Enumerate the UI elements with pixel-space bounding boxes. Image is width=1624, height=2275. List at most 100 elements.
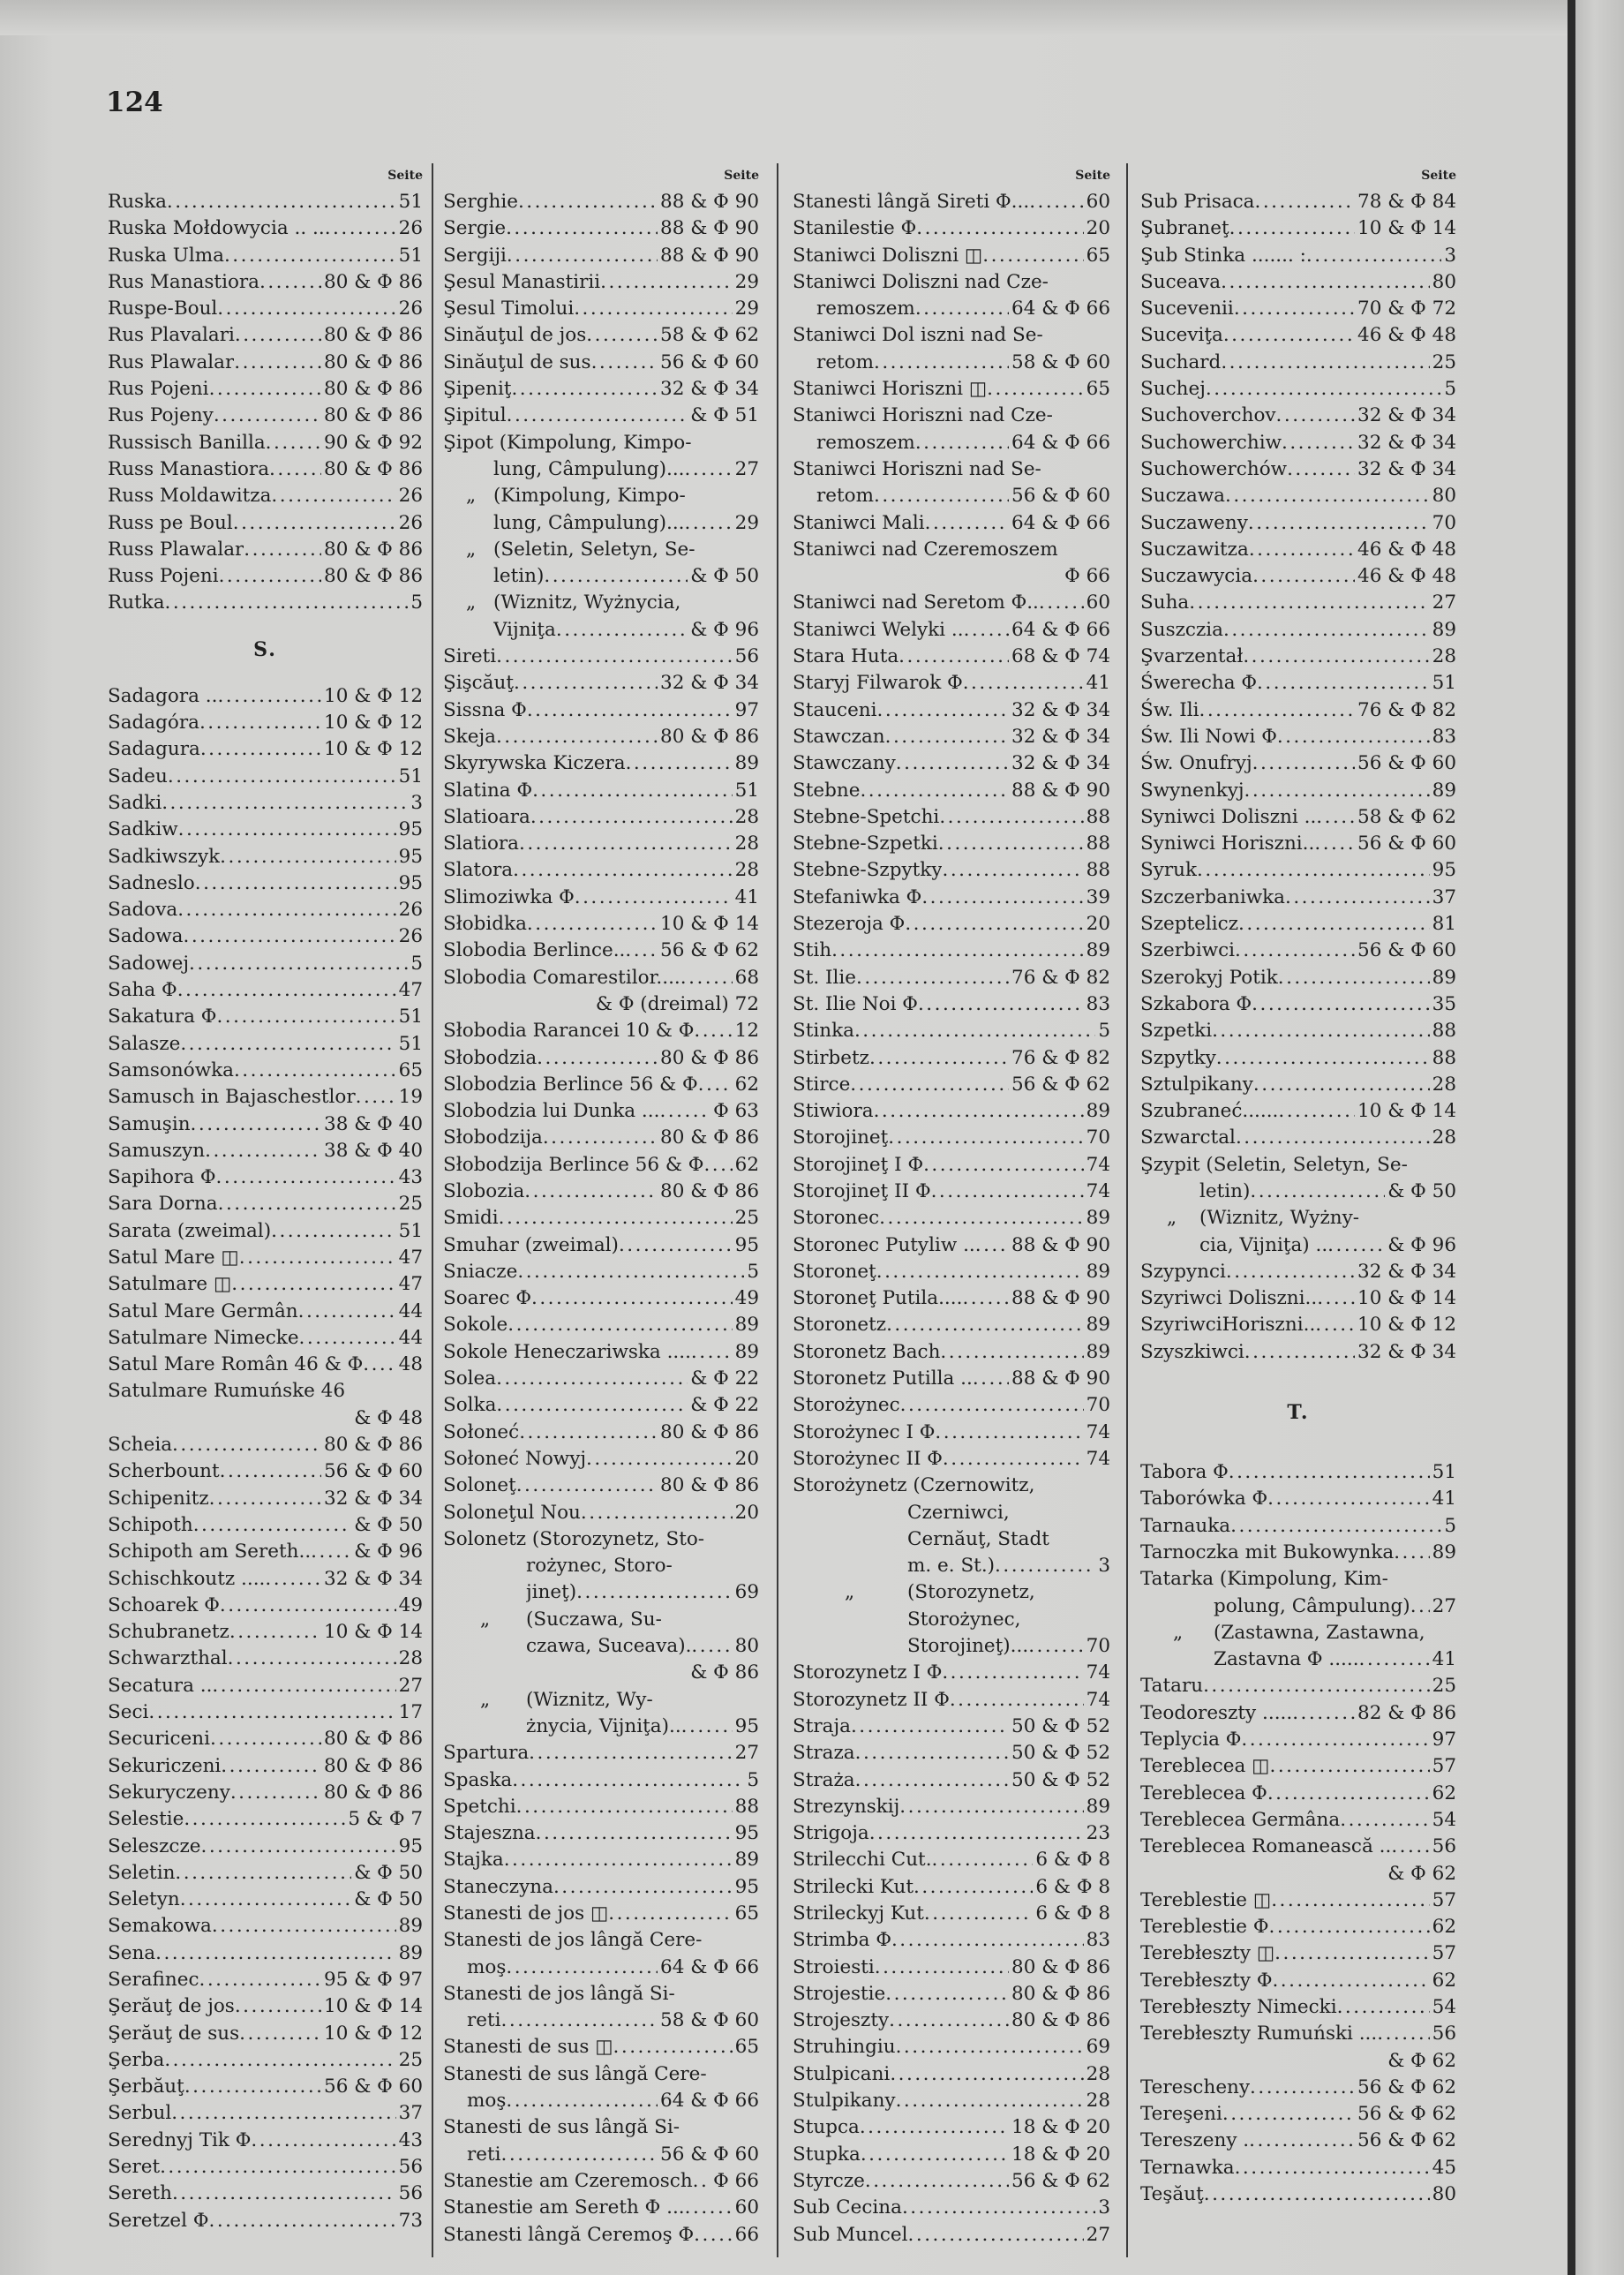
page-reference: 26 <box>398 485 423 508</box>
index-entry: Stara Huta 68 & Φ 74 <box>793 644 1110 670</box>
place-name: Securiceni <box>108 1728 210 1751</box>
place-name: Seletin <box>108 1861 176 1884</box>
page-reference: 80 & Φ 86 <box>324 1728 423 1751</box>
page-reference: 74 <box>1086 1179 1110 1202</box>
page-reference: 51 <box>734 779 759 802</box>
index-entry-continuation: „ (Kimpolung, Kimpo- <box>443 483 759 509</box>
place-name: Suchard <box>1140 350 1222 373</box>
place-name: Russ Moldawitza <box>108 485 272 508</box>
index-entry: Selestie 5 & Φ 7 <box>108 1806 423 1833</box>
place-name: Schubranetz <box>108 1621 229 1644</box>
dot-leader <box>1388 1566 1456 1593</box>
place-name: Stupca <box>793 2116 860 2139</box>
page-reference: 41 <box>1432 1648 1456 1671</box>
index-entry: Schipenitz 32 & Φ 34 <box>108 1486 423 1512</box>
place-name: Stara Huta <box>793 645 899 668</box>
dot-leader <box>932 1847 1034 1873</box>
dot-leader <box>1241 1727 1429 1753</box>
index-entry: Strilecchi Cut. 6 & Φ 8 <box>793 1847 1110 1873</box>
dot-leader <box>1285 885 1430 911</box>
page-reference: 56 & Φ 60 <box>660 350 759 373</box>
page-reference: 64 & Φ 66 <box>660 1955 759 1978</box>
index-entry: Tarnauka 5 <box>1140 1513 1456 1540</box>
place-name: Samuszyn <box>108 1139 206 1162</box>
page-reference: 57 <box>1432 1755 1456 1778</box>
place-name: Sub Prisaca <box>1140 191 1255 213</box>
index-entry-continuation: remoszem 64 & Φ 66 <box>793 296 1110 322</box>
page-reference: 32 & Φ 34 <box>1011 752 1110 775</box>
page-reference: 69 <box>1086 2036 1110 2059</box>
place-name: (Kimpolung, Kimpo- <box>493 485 686 508</box>
place-name: Secatura .. <box>108 1674 213 1697</box>
page-reference: 58 & Φ 62 <box>1357 805 1456 828</box>
index-entry: Suchej 5 <box>1140 376 1456 403</box>
page-reference: 80 & Φ 86 <box>324 350 423 373</box>
place-name: Staniwci Horiszni nad Se- <box>793 457 1041 480</box>
index-entry: Śwerecha Φ 51 <box>1140 670 1456 697</box>
page-margin-right <box>1575 0 1624 2275</box>
page-reference: 83 <box>1086 1929 1110 1952</box>
place-name: Sena <box>108 1941 156 1964</box>
place-name: Tereşeni <box>1140 2103 1222 2126</box>
index-entry: Staniwci nad Czeremoszem <box>793 537 1110 563</box>
place-name: Sokole Heneczariwska .... <box>443 1340 691 1363</box>
index-entry: Şubraneţ 10 & Φ 14 <box>1140 215 1456 242</box>
index-entry: Satulmare Nimecke 44 <box>108 1325 423 1352</box>
place-name: Stinka <box>793 1020 854 1043</box>
dot-leader <box>1269 1914 1430 1940</box>
dot-leader <box>1225 483 1430 509</box>
dot-leader <box>544 563 688 590</box>
dot-leader <box>619 1232 733 1259</box>
index-entry: Russ Moldawitza 26 <box>108 483 423 509</box>
index-entry: Sołoneć Nowyj 20 <box>443 1446 759 1473</box>
place-name: żnycia, Vijniţa).. <box>526 1714 681 1737</box>
dot-leader <box>940 1339 1083 1366</box>
page-reference: Φ 66 <box>1064 565 1110 588</box>
index-entry: Sadowa 26 <box>108 923 423 950</box>
index-entry: Slobodzia Berlince 56 & Φ 62 <box>443 1072 759 1098</box>
place-name: Suchowerchiw <box>1140 431 1282 454</box>
place-name: Strojeszty <box>793 2009 890 2032</box>
dot-leader <box>693 2168 711 2195</box>
index-entry: Taborówka Φ 41 <box>1140 1486 1456 1512</box>
place-name: Stulpicani <box>793 2062 891 2085</box>
dot-leader <box>511 376 658 403</box>
seite-label: Seite <box>724 169 759 183</box>
place-name: Ternawka <box>1140 2156 1235 2179</box>
dot-leader <box>581 1500 733 1526</box>
index-entry: Sinăuţul de sus 56 & Φ 60 <box>443 350 759 376</box>
dot-leader <box>975 1232 1009 1259</box>
index-entry: Stupca 18 & Φ 20 <box>793 2114 1110 2141</box>
place-name: Stajeszna <box>443 1822 536 1845</box>
index-entry: Slobodia Comarestilor.... 68 <box>443 965 759 991</box>
index-entry: Soarec Φ 49 <box>443 1285 759 1312</box>
page-reference: 76 & Φ 82 <box>1357 698 1456 721</box>
index-entry: Semakowa 89 <box>108 1913 423 1940</box>
index-entry: Russisch Banilla 90 & Φ 92 <box>108 430 423 456</box>
seite-label: Seite <box>1421 169 1456 183</box>
index-entry: Sucevenii 70 & Φ 72 <box>1140 296 1456 322</box>
page-reference: 27 <box>398 1674 423 1697</box>
page-reference: 28 <box>734 805 759 828</box>
index-entry-continuation: reti 58 & Φ 60 <box>443 2008 759 2034</box>
dot-leader <box>1234 296 1355 322</box>
index-entry-continuation: Vijniţa & Φ 96 <box>443 617 759 644</box>
index-entry: Storonetz 89 <box>793 1312 1110 1338</box>
place-name: Samsonówka <box>108 1058 234 1081</box>
place-name: cia, Vijniţa) .. <box>1199 1233 1328 1256</box>
place-name: Sinăuţul de jos <box>443 324 587 347</box>
dot-leader <box>532 778 733 804</box>
index-entry: Suha 27 <box>1140 590 1456 616</box>
dot-leader <box>702 1927 759 1954</box>
index-entry: Sztulpikany 28 <box>1140 1072 1456 1098</box>
index-entry: Spartura 27 <box>443 1740 759 1767</box>
page-number: 124 <box>106 87 163 118</box>
place-name: Terebłeszty Nimecki <box>1140 1996 1337 2018</box>
dot-leader <box>698 1072 733 1098</box>
dot-leader <box>507 403 688 429</box>
place-name: Stanesti de jos lângă Si- <box>443 1982 675 2005</box>
index-entry-continuation: jineţ) 69 <box>443 1579 759 1606</box>
dot-leader <box>524 1179 658 1205</box>
dot-leader <box>244 537 321 563</box>
place-name: retom <box>816 485 874 508</box>
